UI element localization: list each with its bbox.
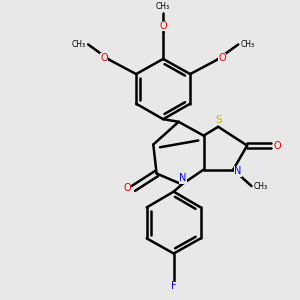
- Text: O: O: [218, 53, 226, 63]
- Text: CH₃: CH₃: [72, 40, 86, 49]
- Text: N: N: [234, 166, 242, 176]
- Text: CH₃: CH₃: [241, 40, 255, 49]
- Text: O: O: [123, 183, 131, 193]
- Text: N: N: [179, 173, 187, 183]
- Text: F: F: [171, 281, 176, 291]
- Text: O: O: [159, 21, 167, 31]
- Text: CH₃: CH₃: [156, 2, 170, 11]
- Text: O: O: [274, 140, 281, 151]
- Text: CH₃: CH₃: [254, 182, 268, 190]
- Text: S: S: [216, 115, 222, 124]
- Text: O: O: [100, 53, 108, 63]
